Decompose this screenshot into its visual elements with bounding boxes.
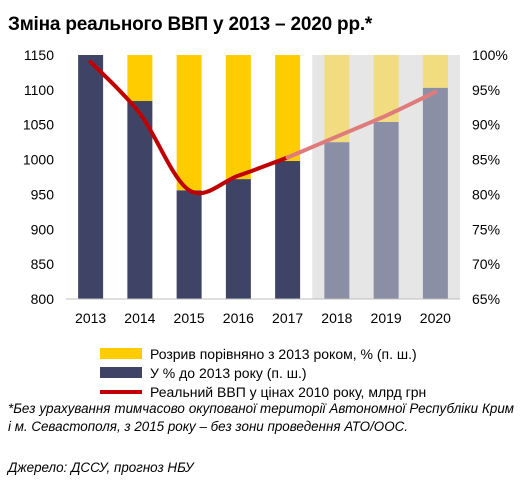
legend-item-gdp: Реальний ВВП у цінах 2010 року, млрд грн: [100, 382, 426, 401]
y-left-tick-1100: 1100: [24, 82, 54, 98]
legend: Розрив порівняно з 2013 роком, % (п. ш.)…: [100, 344, 426, 401]
legend-item-gap: Розрив порівняно з 2013 роком, % (п. ш.): [100, 344, 426, 363]
y-right-tick-4: 85%: [472, 152, 500, 168]
legend-item-pct: У % до 2013 року (п. ш.): [100, 363, 426, 382]
x-tick-2018: 2018: [321, 310, 352, 326]
y-left-tick-800: 800: [31, 291, 55, 307]
x-tick-2016: 2016: [223, 310, 254, 326]
y-right-tick-6: 95%: [472, 82, 500, 98]
bar-pct-2013: [78, 55, 104, 299]
y-right-tick-1: 70%: [472, 256, 500, 272]
bar-pct-2015: [176, 190, 202, 299]
legend-label-gap: Розрив порівняно з 2013 роком, % (п. ш.): [150, 345, 417, 362]
legend-swatch-pct: [100, 367, 142, 378]
bar-pct-2016: [225, 179, 251, 299]
x-tick-2017: 2017: [272, 310, 303, 326]
gdp-line-forecast: [285, 89, 438, 160]
legend-swatch-gap: [100, 348, 142, 359]
bar-gap-2020: [422, 55, 448, 88]
y-right-tick-3: 80%: [472, 186, 500, 202]
y-left-tick-1150: 1150: [24, 47, 54, 63]
bar-pct-2014: [127, 101, 153, 299]
legend-swatch-gdp: [100, 389, 142, 394]
bar-pct-2017: [275, 160, 301, 299]
bar-gap-2017: [275, 55, 301, 161]
y-right-tick-2: 75%: [472, 221, 500, 237]
bar-gap-2015: [176, 55, 202, 191]
chart-area: 2013 2014 2015 2016 2017 2018 2019 2020 800 850 90…: [23, 47, 508, 326]
bar-pct-2020: [422, 87, 448, 299]
x-tick-2013: 2013: [75, 310, 106, 326]
y-right-tick-0: 65%: [472, 291, 500, 307]
bar-gap-2018: [324, 55, 350, 143]
legend-label-pct: У % до 2013 року (п. ш.): [150, 364, 307, 381]
y-right-tick-7: 100%: [472, 47, 508, 63]
y-left-tick-1050: 1050: [23, 117, 54, 133]
y-left-tick-950: 950: [31, 186, 55, 202]
bar-pct-2018: [324, 142, 350, 299]
x-tick-2015: 2015: [174, 310, 205, 326]
footnote: *Без урахування тимчасово окупованої тер…: [8, 401, 514, 434]
source-note: Джерело: ДССУ, прогноз НБУ: [8, 460, 194, 475]
y-left-tick-900: 900: [31, 221, 55, 237]
chart-title: Зміна реального ВВП у 2013 – 2020 рр.*: [8, 14, 373, 35]
y-right-tick-5: 90%: [472, 117, 500, 133]
gdp-line-actual: [88, 59, 290, 196]
x-tick-2019: 2019: [371, 310, 402, 326]
x-tick-2020: 2020: [420, 310, 451, 326]
bar-gap-2016: [225, 55, 251, 180]
bar-pct-2019: [373, 121, 399, 299]
legend-label-gdp: Реальний ВВП у цінах 2010 року, млрд грн: [150, 383, 427, 400]
bar-gap-2014: [127, 55, 153, 102]
y-left-tick-850: 850: [31, 256, 55, 272]
x-tick-2014: 2014: [124, 310, 155, 326]
y-left-tick-1000: 1000: [23, 152, 54, 168]
